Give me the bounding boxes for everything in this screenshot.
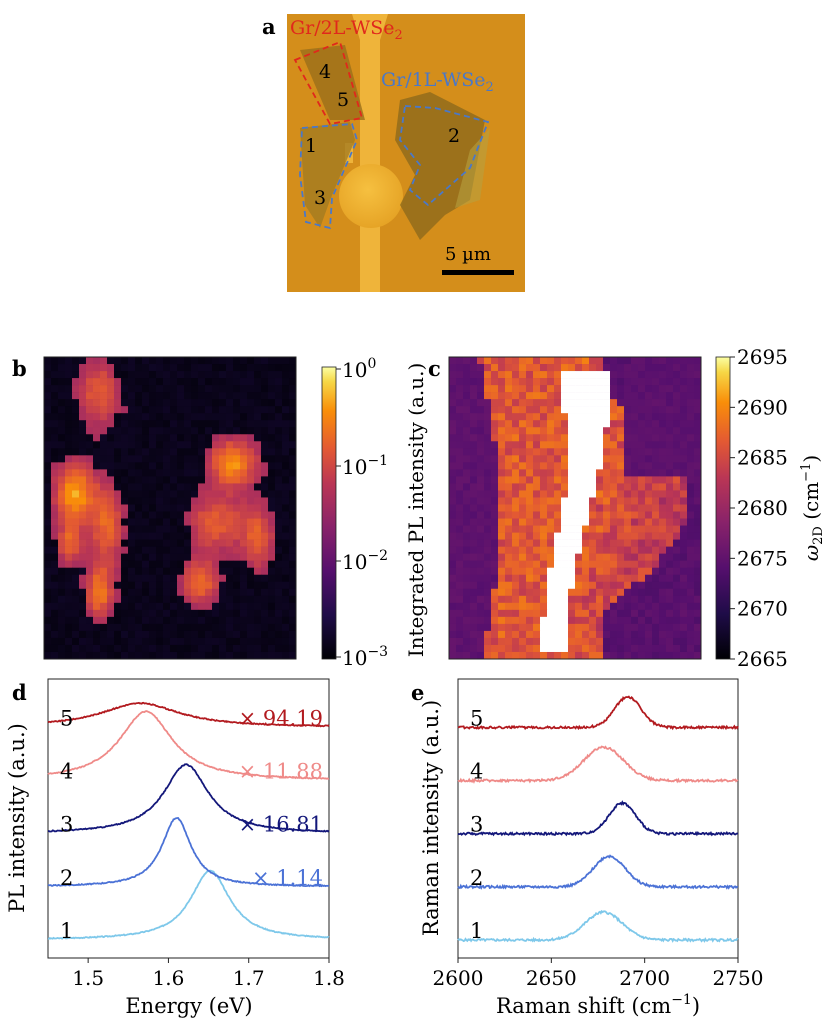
multiplier-5: × 94.19: [239, 706, 323, 730]
pl-cbar-tick-2: 10−2: [342, 548, 388, 574]
raman-map-frame: [448, 356, 702, 660]
raman-cbar-tick-0: 2695: [737, 345, 788, 369]
flake-1L-left: [300, 122, 355, 228]
x-tick-label: 2650: [526, 966, 577, 990]
pl-spectra-frame: [47, 678, 330, 959]
spectrum-label-2: 2: [60, 866, 73, 890]
raman-cbar-tick-1: 2690: [737, 395, 788, 419]
label-2L: Gr/2L-WSe2: [290, 17, 403, 43]
flake-2L: [300, 45, 365, 120]
spectrum-2: [457, 854, 739, 890]
electrode-top: [352, 14, 388, 40]
panel-letter-c: c: [428, 356, 441, 381]
spectrum-label-5: 5: [470, 706, 483, 730]
raman-colorbar-label: ω2D (cm−1): [799, 455, 826, 561]
region-4: 4: [319, 61, 331, 83]
panel-letter-b: b: [12, 356, 27, 381]
x-tick-label: 2700: [619, 966, 670, 990]
pl-cbar-tick-1: 10−1: [342, 453, 388, 479]
raman-cbar-tick-6: 2665: [737, 647, 788, 671]
spectrum-5: [47, 701, 330, 728]
outline-2L: [293, 40, 364, 126]
spectrum-3: [457, 800, 739, 837]
panel-a: a Gr/2L-WSe2 Gr/1L-WSe2 1 2 3 4 5 5 µm: [262, 14, 525, 292]
pl-colorbar: [321, 366, 337, 660]
x-tick-label: 1.5: [72, 966, 104, 990]
pl-colorbar-label: Integrated PL intensity (a.u.): [404, 363, 428, 658]
raman-cbar-tick-3: 2680: [737, 496, 788, 520]
region-2: 2: [448, 125, 460, 147]
scalebar: [442, 270, 514, 275]
x-tick-label: 1.6: [153, 966, 185, 990]
pl-spectra-ylabel: PL intensity (a.u.): [5, 723, 29, 913]
pl-spectra-xlabel: Energy (eV): [125, 994, 252, 1018]
spectrum-4: [457, 745, 739, 784]
raman-spectra-frame: [457, 678, 739, 959]
panel-letter-d: d: [12, 680, 27, 705]
raman-spectra-plot: 2600 2650 2700 2750 1 2 3 4 5: [433, 695, 764, 990]
spectrum-label-1: 1: [470, 919, 483, 943]
outline-1L-right: [399, 105, 490, 207]
spectrum-label-2: 2: [470, 866, 483, 890]
x-tick-label: 2600: [433, 966, 484, 990]
spectrum-1: [457, 909, 739, 943]
panel-e: e 2600 2650 2700 2750 1 2 3 4 5 Raman intensity …: [411, 678, 764, 1018]
panel-letter-a: a: [262, 14, 276, 39]
x-tick-label: 2750: [713, 966, 764, 990]
pl-map-pixels: [44, 357, 297, 660]
spectrum-4: [47, 710, 330, 780]
raman-spectra-xlabel: Raman shift (cm−1): [496, 992, 700, 1018]
panel-b: b 100 10−1 10−2 10−3 Integrated PL inten…: [12, 356, 428, 670]
spectrum-label-5: 5: [60, 706, 73, 730]
raman-spectra-ylabel: Raman intensity (a.u.): [419, 700, 443, 936]
pl-spectra-plot: 1.5 1.6 1.7 1.8 1 2 × 1.14 3 × 16.81 4 × 11.88 5 × 9…: [47, 701, 345, 990]
region-1: 1: [305, 135, 317, 157]
raman-map-pixels: [449, 357, 702, 660]
pl-cbar-tick-0: 100: [342, 356, 376, 382]
x-tick-label: 1.7: [233, 966, 265, 990]
spectrum-label-4: 4: [470, 760, 483, 784]
spectrum-label-1: 1: [60, 919, 73, 943]
raman-colorbar-ticks: 2695 2690 2685 2680 2675 2670 2665: [730, 345, 788, 671]
spectrum-1: [47, 869, 330, 940]
raman-cbar-tick-4: 2675: [737, 546, 788, 570]
spectrum-2: [47, 817, 330, 888]
pl-colorbar-ticks: 100 10−1 10−2 10−3: [336, 356, 388, 670]
outline-1L-left: [299, 123, 358, 230]
spectrum-label-3: 3: [470, 813, 483, 837]
multiplier-3: × 16.81: [239, 813, 323, 837]
multiplier-2: × 1.14: [252, 866, 323, 890]
panel-c: c 2695 2690 2685 2680 2675 2670 2665 ω2D (cm−1…: [428, 345, 826, 671]
contact-pad: [339, 164, 403, 228]
panel-letter-e: e: [411, 680, 424, 705]
x-tick-label: 1.8: [313, 966, 345, 990]
raman-cbar-tick-2: 2685: [737, 446, 788, 470]
spectrum-label-3: 3: [60, 813, 73, 837]
region-5: 5: [337, 89, 349, 111]
pl-map-frame: [43, 356, 297, 660]
spectrum-5: [457, 695, 739, 731]
spectrum-3: [47, 763, 330, 833]
scalebar-label: 5 µm: [445, 244, 491, 265]
electrode-lead: [360, 14, 380, 292]
panel-d: d 1.5 1.6 1.7 1.8 1 2 × 1.14 3 × 16.81 4 × 11.88 5 ×…: [5, 678, 345, 1018]
raman-cbar-tick-5: 2670: [737, 597, 788, 621]
raman-colorbar: [715, 356, 731, 660]
spectrum-label-4: 4: [60, 760, 73, 784]
flake-green: [455, 128, 490, 208]
pl-cbar-tick-3: 10−3: [342, 644, 388, 670]
label-1L: Gr/1L-WSe2: [381, 69, 494, 95]
multiplier-4: × 11.88: [239, 760, 323, 784]
region-3: 3: [314, 187, 326, 209]
